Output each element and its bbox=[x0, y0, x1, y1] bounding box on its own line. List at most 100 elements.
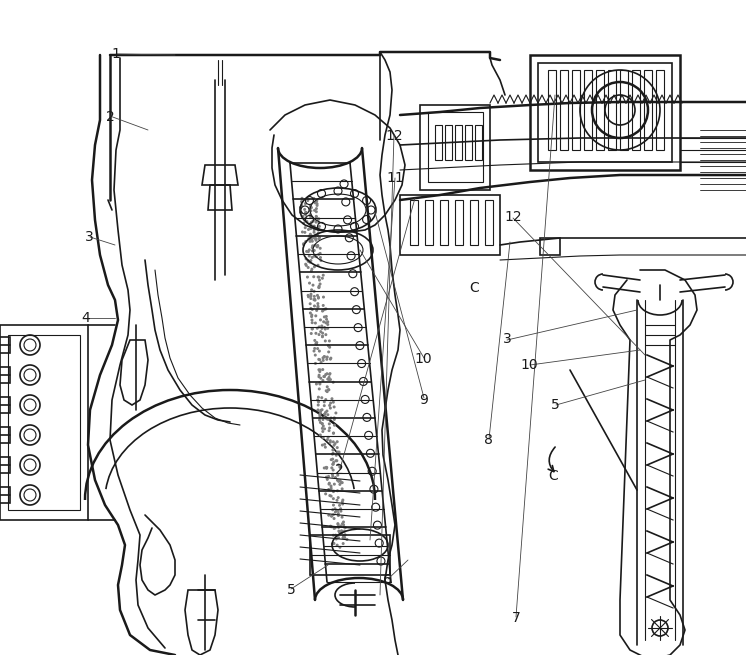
Circle shape bbox=[316, 327, 319, 329]
Circle shape bbox=[308, 248, 311, 252]
Circle shape bbox=[314, 332, 318, 335]
Circle shape bbox=[325, 466, 328, 469]
Circle shape bbox=[332, 432, 335, 435]
Circle shape bbox=[322, 295, 325, 299]
Text: C: C bbox=[548, 469, 558, 483]
Circle shape bbox=[319, 368, 322, 371]
Circle shape bbox=[342, 526, 345, 529]
Circle shape bbox=[337, 536, 340, 539]
Circle shape bbox=[326, 438, 329, 441]
Circle shape bbox=[322, 375, 325, 378]
Circle shape bbox=[299, 211, 302, 214]
Circle shape bbox=[342, 535, 345, 538]
Circle shape bbox=[307, 199, 310, 202]
Circle shape bbox=[339, 525, 342, 527]
Circle shape bbox=[321, 331, 324, 335]
Circle shape bbox=[313, 298, 316, 301]
Circle shape bbox=[329, 378, 332, 381]
Circle shape bbox=[323, 375, 326, 378]
Circle shape bbox=[326, 356, 329, 358]
Circle shape bbox=[318, 285, 321, 288]
Circle shape bbox=[311, 246, 314, 249]
Circle shape bbox=[319, 383, 322, 386]
Bar bbox=[0, 367, 10, 383]
Text: 4: 4 bbox=[81, 311, 90, 326]
Circle shape bbox=[335, 538, 338, 540]
Circle shape bbox=[318, 326, 321, 328]
Circle shape bbox=[307, 250, 310, 253]
Circle shape bbox=[341, 502, 344, 506]
Circle shape bbox=[325, 389, 327, 392]
Circle shape bbox=[332, 468, 335, 472]
Circle shape bbox=[313, 255, 316, 257]
Circle shape bbox=[318, 419, 321, 422]
Circle shape bbox=[316, 218, 319, 221]
Circle shape bbox=[319, 414, 322, 417]
Circle shape bbox=[306, 276, 309, 278]
Circle shape bbox=[313, 299, 316, 302]
Circle shape bbox=[308, 234, 311, 238]
Circle shape bbox=[322, 368, 325, 371]
Circle shape bbox=[318, 286, 321, 289]
Circle shape bbox=[307, 295, 310, 298]
Circle shape bbox=[315, 215, 318, 218]
Circle shape bbox=[339, 481, 342, 484]
Circle shape bbox=[328, 339, 331, 343]
Circle shape bbox=[329, 525, 332, 528]
Bar bbox=[400, 195, 500, 255]
Circle shape bbox=[325, 373, 327, 376]
Circle shape bbox=[322, 424, 325, 428]
Circle shape bbox=[325, 315, 327, 318]
Circle shape bbox=[327, 378, 330, 381]
Circle shape bbox=[309, 215, 312, 218]
Circle shape bbox=[308, 261, 311, 264]
Text: 10: 10 bbox=[521, 358, 539, 372]
Circle shape bbox=[316, 228, 319, 231]
Circle shape bbox=[321, 408, 324, 411]
Circle shape bbox=[330, 397, 333, 400]
Circle shape bbox=[334, 534, 337, 536]
Circle shape bbox=[341, 522, 344, 525]
Circle shape bbox=[336, 544, 339, 547]
Bar bbox=[420, 105, 490, 190]
Circle shape bbox=[325, 466, 327, 469]
Circle shape bbox=[336, 499, 339, 502]
Circle shape bbox=[335, 509, 338, 512]
Circle shape bbox=[310, 321, 313, 324]
Circle shape bbox=[313, 225, 316, 228]
Circle shape bbox=[317, 297, 320, 299]
Circle shape bbox=[316, 246, 319, 248]
Circle shape bbox=[324, 411, 327, 414]
Circle shape bbox=[327, 376, 330, 379]
Circle shape bbox=[302, 243, 305, 246]
Circle shape bbox=[310, 259, 313, 262]
Circle shape bbox=[310, 210, 313, 212]
Circle shape bbox=[305, 250, 308, 253]
Circle shape bbox=[303, 208, 306, 211]
Circle shape bbox=[316, 244, 319, 248]
Circle shape bbox=[310, 234, 313, 237]
Circle shape bbox=[314, 201, 317, 204]
Circle shape bbox=[318, 375, 321, 378]
Circle shape bbox=[340, 531, 343, 534]
Text: 5: 5 bbox=[286, 582, 295, 597]
Circle shape bbox=[330, 495, 333, 498]
Circle shape bbox=[300, 204, 303, 207]
Circle shape bbox=[330, 417, 333, 420]
Circle shape bbox=[322, 356, 325, 360]
Circle shape bbox=[333, 483, 336, 485]
Circle shape bbox=[319, 434, 322, 436]
Circle shape bbox=[309, 240, 312, 243]
Circle shape bbox=[309, 312, 312, 314]
Circle shape bbox=[325, 398, 327, 401]
Circle shape bbox=[319, 247, 322, 250]
Circle shape bbox=[327, 388, 330, 391]
Circle shape bbox=[333, 417, 336, 419]
Bar bbox=[0, 427, 10, 443]
Circle shape bbox=[313, 228, 316, 231]
Circle shape bbox=[331, 458, 334, 460]
Circle shape bbox=[309, 302, 312, 305]
Bar bbox=[485, 200, 493, 245]
Bar bbox=[560, 70, 568, 150]
Circle shape bbox=[319, 259, 322, 262]
